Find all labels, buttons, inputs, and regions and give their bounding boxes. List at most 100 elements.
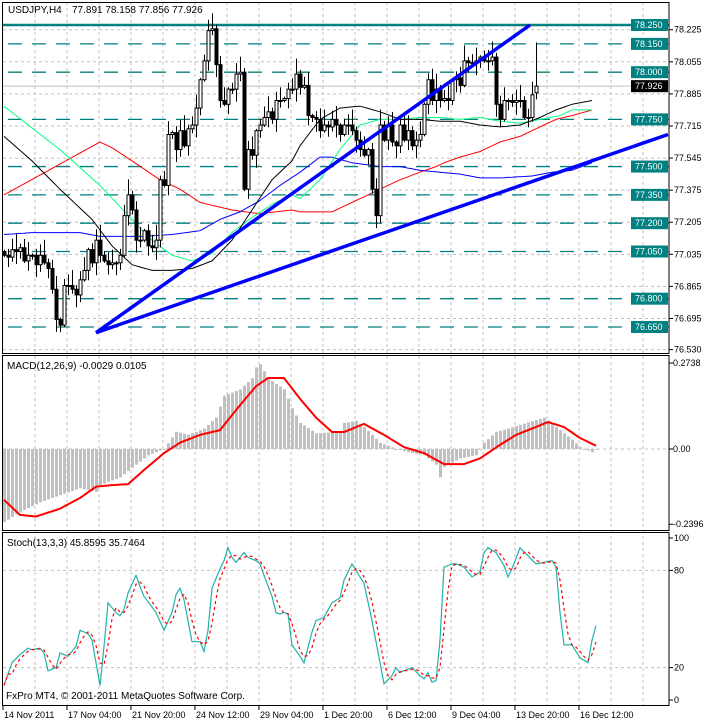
- price-tick-label: 77.545: [674, 153, 702, 163]
- macd-histogram-bar: [519, 424, 522, 449]
- macd-histogram-bar: [351, 421, 354, 449]
- candle-body: [486, 60, 491, 63]
- panel-border: [2, 2, 670, 354]
- candle-body: [182, 130, 187, 147]
- trendlines[interactable]: [94, 23, 669, 335]
- macd-histogram-bar: [387, 445, 390, 449]
- panel-border: [2, 532, 670, 706]
- macd-histogram-bar: [443, 449, 446, 467]
- macd-histogram-bar: [491, 435, 494, 449]
- candle: [82, 257, 87, 282]
- candles: [2, 13, 539, 333]
- candle: [2, 249, 7, 258]
- candle: [374, 178, 379, 229]
- macd-histogram-bar: [187, 434, 190, 449]
- candle: [410, 126, 415, 151]
- macd-histogram-bar: [23, 449, 26, 510]
- macd-histogram-bar: [535, 420, 538, 449]
- candle: [206, 19, 211, 71]
- price-tick-label: 77.715: [674, 121, 702, 131]
- candle: [262, 106, 267, 127]
- candle-body: [98, 239, 103, 256]
- macd-histogram-bar: [291, 408, 294, 449]
- candle-body: [230, 88, 235, 91]
- macd-histogram-bar: [191, 433, 194, 449]
- candle-body: [402, 124, 407, 141]
- candle: [318, 108, 323, 138]
- macd-histogram-bar: [563, 433, 566, 449]
- candle: [442, 89, 447, 103]
- candle: [58, 317, 63, 333]
- candle: [290, 78, 295, 94]
- candle: [14, 234, 19, 264]
- candle-body: [490, 56, 495, 62]
- candle: [50, 259, 55, 294]
- macd-histogram-bar: [515, 426, 518, 449]
- macd-panel: [3, 364, 598, 523]
- candle: [306, 72, 311, 126]
- candle: [210, 13, 215, 36]
- trendline[interactable]: [94, 23, 532, 335]
- macd-histogram-bar: [195, 431, 198, 449]
- macd-histogram-bar: [427, 449, 430, 459]
- macd-histogram-bar: [575, 443, 578, 449]
- macd-histogram-bar: [175, 431, 178, 449]
- macd-histogram-bar: [487, 439, 490, 449]
- candle: [178, 119, 183, 157]
- candle-body: [406, 130, 411, 141]
- stoch-tick-label: 0: [674, 695, 679, 705]
- time-tick-label: 29 Nov 04:00: [260, 710, 314, 720]
- candle: [70, 269, 75, 294]
- candle: [326, 120, 331, 137]
- panel-border: [2, 355, 670, 531]
- macd-histogram-bar: [243, 385, 246, 449]
- candle-body: [194, 107, 199, 126]
- candle: [330, 110, 335, 132]
- candle: [282, 96, 287, 103]
- trendline[interactable]: [95, 132, 669, 335]
- candle-body: [374, 188, 379, 217]
- macd-histogram-bar: [207, 424, 210, 449]
- level-label: 77.500: [635, 162, 663, 172]
- time-tick-label: 9 Dec 04:00: [452, 710, 501, 720]
- macd-histogram-bar: [79, 449, 82, 489]
- macd-histogram-bar: [211, 421, 214, 449]
- candle-body: [278, 100, 283, 102]
- macd-histogram-bar: [231, 392, 234, 449]
- candle-body: [262, 116, 267, 126]
- macd-histogram-bar: [95, 449, 98, 493]
- macd-histogram-bar: [583, 448, 586, 450]
- macd-histogram-bar: [431, 449, 434, 462]
- candle: [186, 124, 191, 156]
- macd-histogram-bar: [371, 434, 374, 449]
- macd-histogram-bar: [39, 449, 42, 503]
- candle: [166, 121, 171, 196]
- candle-body: [70, 284, 75, 290]
- candle-body: [530, 94, 535, 118]
- candle-body: [426, 79, 431, 105]
- macd-histogram-bar: [463, 449, 466, 458]
- macd-histogram-bar: [279, 386, 282, 449]
- macd-histogram-bar: [311, 430, 314, 449]
- level-label: 77.750: [635, 114, 663, 124]
- macd-histogram-bar: [523, 423, 526, 449]
- candle: [270, 107, 275, 124]
- time-tick-label: 14 Nov 2011: [4, 710, 54, 720]
- macd-histogram-bar: [111, 449, 114, 481]
- price-tick-label: 77.035: [674, 249, 702, 259]
- stoch-title: Stoch(13,3,3) 45.8595 35.7464: [7, 538, 145, 549]
- macd-histogram-bar: [355, 420, 358, 449]
- macd-histogram-bar: [339, 431, 342, 449]
- candle-body: [510, 100, 515, 103]
- candle-body: [410, 130, 415, 147]
- candle-body: [198, 79, 203, 109]
- macd-histogram-bar: [407, 449, 410, 453]
- candle: [198, 77, 203, 116]
- left-margin: [0, 0, 2, 723]
- candle: [174, 126, 179, 163]
- candle: [418, 121, 423, 148]
- price-tick-label: 76.695: [674, 314, 702, 324]
- candle: [154, 224, 159, 261]
